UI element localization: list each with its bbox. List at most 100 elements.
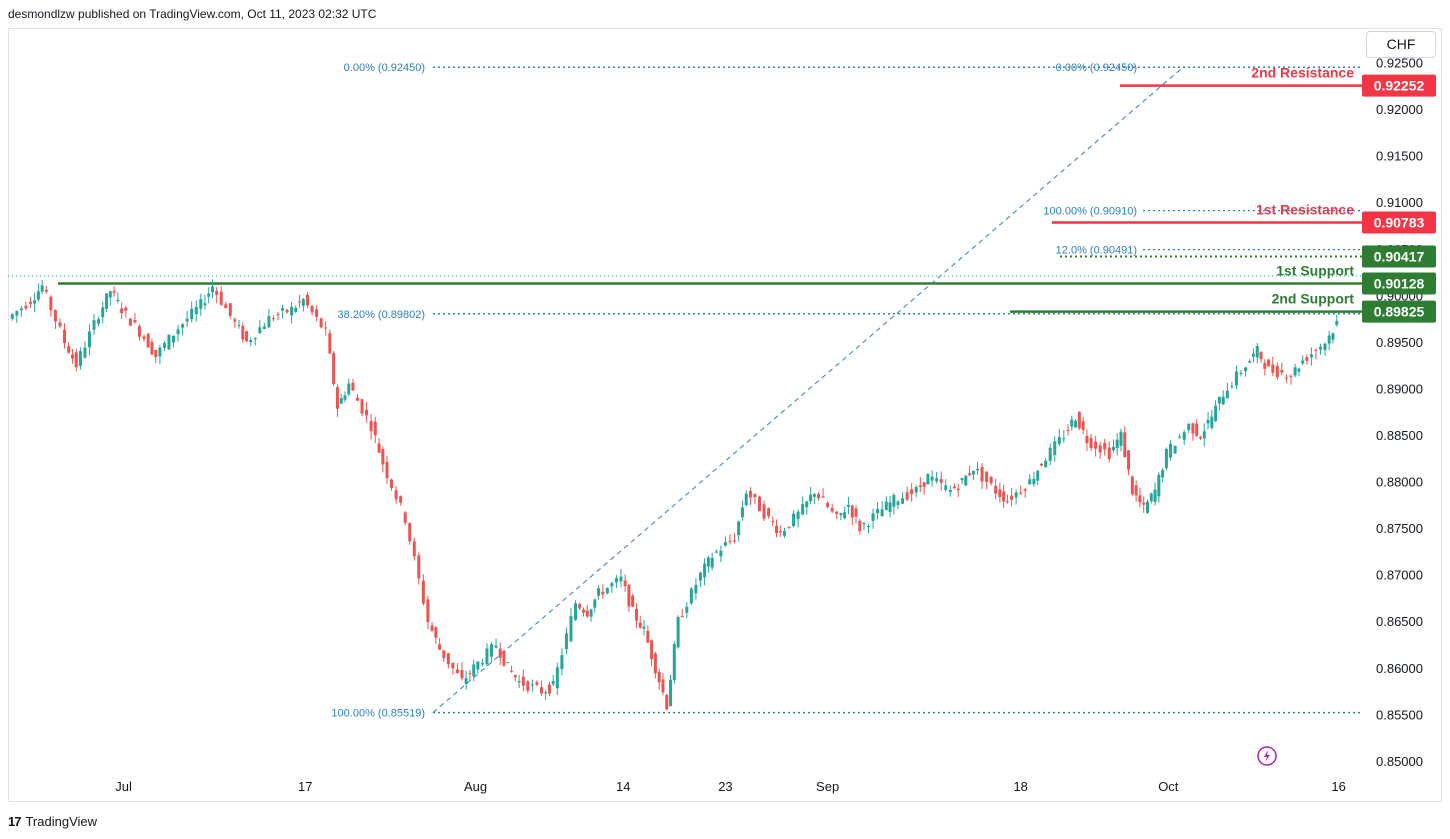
candle-body: [1005, 501, 1009, 503]
candle-body: [880, 509, 884, 517]
candle-body: [762, 504, 766, 519]
candle-body: [347, 383, 351, 395]
candle-body: [1255, 346, 1259, 358]
candle-body: [653, 653, 657, 674]
candle-body: [787, 526, 791, 528]
candle-body: [460, 670, 464, 679]
candle-body: [506, 662, 510, 664]
candle-body: [468, 672, 472, 674]
candle-body: [116, 299, 120, 302]
candle-body: [1138, 495, 1142, 503]
level-tag: [1362, 211, 1436, 234]
candle-body: [698, 572, 702, 581]
candle-body: [922, 482, 926, 487]
candle-body: [888, 502, 892, 512]
fib-level-label: 12.0% (0.90491): [1056, 245, 1137, 257]
y-tick-label: 0.87000: [1376, 568, 1423, 583]
candle-body: [485, 648, 489, 665]
candle-body: [228, 303, 232, 316]
candle-body: [593, 599, 597, 608]
candle-body: [199, 299, 203, 309]
candle-body: [1111, 446, 1115, 451]
candle-body: [994, 486, 998, 494]
candle-body: [657, 672, 661, 683]
fib-trend-line: [432, 66, 1184, 713]
candle-body: [1297, 368, 1301, 372]
y-tick-label: 0.91500: [1376, 149, 1423, 164]
level-tag-label: 0.92252: [1374, 78, 1425, 94]
y-axis: 0.85000 0.85500 0.86000 0.86500 0.87000 0.875…: [1376, 56, 1423, 769]
candle-body: [1057, 436, 1061, 444]
candle-body: [1263, 362, 1267, 369]
candle-body: [1289, 376, 1293, 378]
candle-body: [676, 617, 680, 648]
candle-body: [1206, 419, 1210, 424]
candle-body: [92, 320, 96, 330]
candle-body: [24, 305, 28, 309]
candle-body: [44, 289, 48, 292]
y-tick-label: 0.89000: [1376, 381, 1423, 396]
candle-body: [294, 307, 298, 312]
candle-body: [623, 580, 627, 587]
candle-body: [1210, 416, 1214, 428]
candle-body: [390, 479, 394, 489]
candle-body: [1107, 447, 1111, 460]
candle-body: [181, 324, 185, 328]
candle-body: [669, 679, 673, 707]
candle-body: [63, 329, 67, 344]
candle-body: [638, 622, 642, 628]
candle-body: [194, 307, 198, 315]
candle-body: [1309, 354, 1313, 358]
candle-body: [535, 682, 539, 685]
currency-button[interactable]: CHF: [1366, 31, 1436, 58]
candle-body: [826, 502, 830, 508]
candle-body: [176, 329, 180, 335]
candle-body: [968, 473, 972, 476]
candle-body: [241, 325, 245, 340]
candle-body: [403, 512, 407, 523]
candle-body: [319, 318, 323, 328]
fib-level-label: 0.00% (0.92450): [344, 62, 425, 74]
candle-body: [569, 616, 573, 642]
candle-body: [15, 311, 19, 316]
candle-body: [1293, 367, 1297, 376]
candle-body: [381, 449, 385, 465]
candle-body: [1251, 353, 1255, 357]
candle-body: [190, 308, 194, 320]
candle-body: [1130, 476, 1134, 495]
candle-body: [737, 521, 741, 536]
candle-body: [1271, 364, 1275, 373]
candle-body: [989, 476, 993, 484]
y-tick-label: 0.85500: [1376, 707, 1423, 722]
candle-body: [464, 678, 468, 684]
candle-body: [237, 324, 241, 326]
candle-body: [281, 308, 285, 311]
fib-level-label: 100.00% (0.90910): [1043, 206, 1137, 218]
candle-body: [19, 308, 23, 311]
candle-body: [489, 644, 493, 657]
candle-body: [685, 606, 689, 613]
candle-body: [884, 501, 888, 510]
y-tick-label: 0.92000: [1376, 102, 1423, 117]
candle-body: [70, 354, 74, 359]
candle-body: [1070, 419, 1074, 427]
candle-body: [1119, 431, 1123, 446]
candle-body: [665, 694, 669, 710]
candle-body: [1002, 491, 1006, 502]
candle-body: [610, 583, 614, 587]
candle-body: [133, 320, 137, 323]
candle-body: [36, 291, 40, 300]
level-name-label: 2nd Support: [1272, 291, 1355, 307]
lightning-icon[interactable]: [1257, 746, 1277, 766]
y-tick-label: 0.87500: [1376, 521, 1423, 536]
candle-body: [455, 669, 459, 673]
candle-body: [328, 333, 332, 354]
candle-body: [918, 485, 922, 488]
candle-body: [1066, 430, 1070, 432]
y-tick-label: 0.86500: [1376, 614, 1423, 629]
candle-body: [971, 470, 975, 475]
candle-body: [1187, 423, 1191, 431]
y-tick-label: 0.91000: [1376, 195, 1423, 210]
candle-body: [271, 318, 275, 320]
